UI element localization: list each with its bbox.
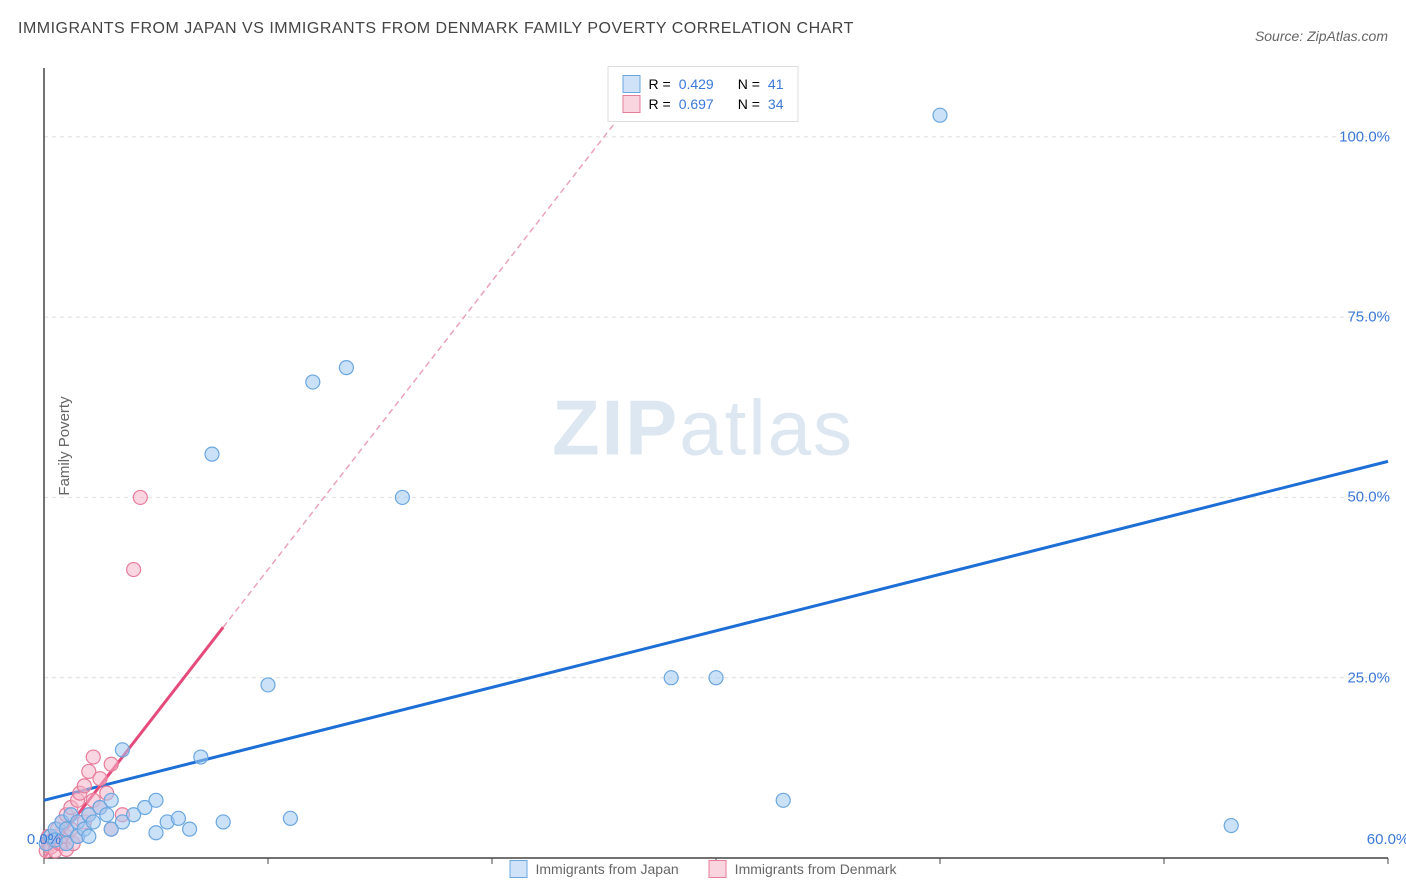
chart-container: IMMIGRANTS FROM JAPAN VS IMMIGRANTS FROM… bbox=[0, 0, 1406, 892]
ytick-label: 25.0% bbox=[1347, 669, 1390, 686]
r-label: R = bbox=[649, 96, 671, 112]
legend-swatch-japan bbox=[623, 75, 641, 93]
ytick-label: 75.0% bbox=[1347, 309, 1390, 326]
source-label: Source: ZipAtlas.com bbox=[1255, 28, 1388, 44]
legend-label-japan: Immigrants from Japan bbox=[536, 861, 679, 877]
n-value-japan: 41 bbox=[768, 76, 784, 92]
legend-swatch-japan-bottom bbox=[510, 860, 528, 878]
legend-row-denmark: R = 0.697 N = 34 bbox=[623, 95, 784, 113]
r-value-japan: 0.429 bbox=[679, 76, 714, 92]
n-label: N = bbox=[738, 76, 760, 92]
legend-swatch-denmark bbox=[623, 95, 641, 113]
ytick-label: 100.0% bbox=[1339, 128, 1390, 145]
legend-bottom-denmark: Immigrants from Denmark bbox=[709, 860, 897, 878]
xtick-label: 0.0% bbox=[27, 831, 61, 848]
legend-bottom: Immigrants from Japan Immigrants from De… bbox=[510, 860, 897, 878]
chart-svg bbox=[0, 50, 1406, 870]
legend-label-denmark: Immigrants from Denmark bbox=[735, 861, 897, 877]
chart-title: IMMIGRANTS FROM JAPAN VS IMMIGRANTS FROM… bbox=[18, 20, 854, 38]
legend-bottom-japan: Immigrants from Japan bbox=[510, 860, 679, 878]
xtick-label: 60.0% bbox=[1367, 831, 1406, 848]
n-value-denmark: 34 bbox=[768, 96, 784, 112]
legend-swatch-denmark-bottom bbox=[709, 860, 727, 878]
legend-row-japan: R = 0.429 N = 41 bbox=[623, 75, 784, 93]
n-label: N = bbox=[738, 96, 760, 112]
legend-top: R = 0.429 N = 41 R = 0.697 N = 34 bbox=[608, 66, 799, 122]
r-value-denmark: 0.697 bbox=[679, 96, 714, 112]
ytick-label: 50.0% bbox=[1347, 489, 1390, 506]
r-label: R = bbox=[649, 76, 671, 92]
